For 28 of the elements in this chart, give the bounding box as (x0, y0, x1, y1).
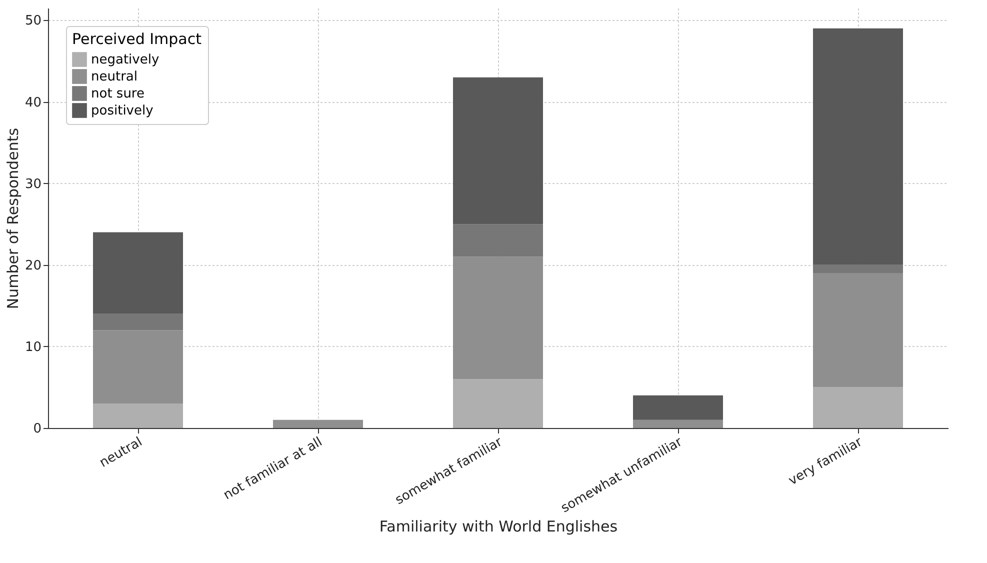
y-axis-title: Number of Respondents (4, 128, 22, 310)
bar (93, 232, 183, 314)
bar (93, 314, 183, 330)
y-tick-label: 30 (24, 176, 42, 192)
legend-label: not sure (91, 86, 144, 102)
y-tick-label: 0 (33, 422, 42, 436)
bar (453, 77, 543, 224)
bar (813, 28, 903, 265)
legend-title: Perceived Impact (72, 30, 202, 48)
bar (813, 264, 903, 274)
y-tick-label: 40 (24, 95, 42, 110)
bar (813, 387, 903, 428)
y-tick-label: 20 (24, 258, 42, 274)
bar (453, 256, 543, 380)
bar (633, 420, 723, 428)
y-tick-label: 50 (24, 14, 42, 29)
x-axis-title: Familiarity with World Englishes (379, 517, 618, 536)
bar (633, 395, 723, 420)
y-tick-label: 10 (24, 340, 42, 355)
bar (453, 224, 543, 257)
bar (453, 379, 543, 428)
bar (273, 420, 363, 428)
bar (93, 404, 183, 428)
legend-label: neutral (91, 70, 138, 84)
bar (93, 330, 183, 404)
legend-label: positively (91, 104, 154, 118)
bar (813, 273, 903, 388)
legend-label: negatively (91, 52, 160, 68)
